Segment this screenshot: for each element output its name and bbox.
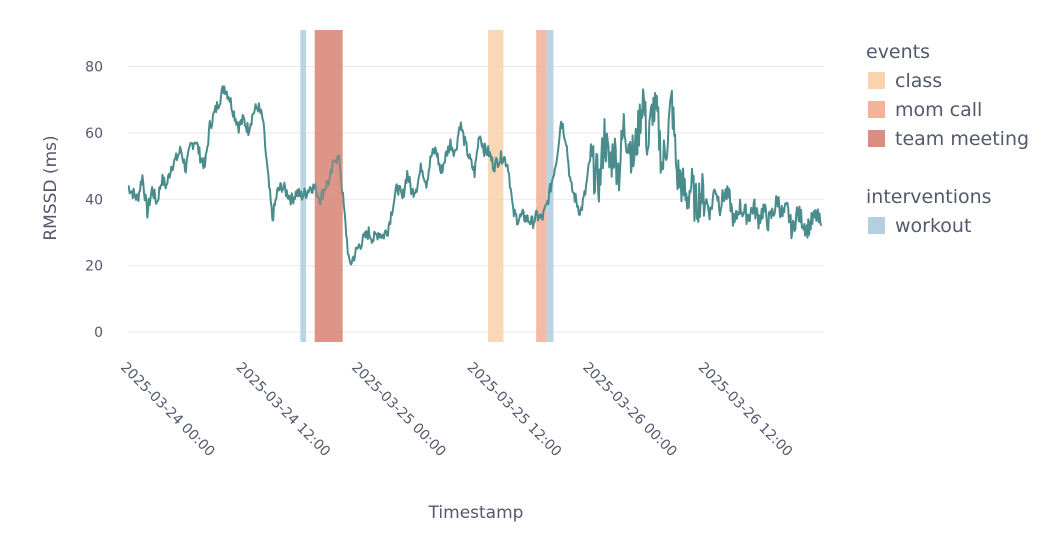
- y-tick-label: 20: [85, 259, 103, 275]
- x-tick-label: 2025-03-25 00:00: [348, 360, 449, 461]
- x-tick-label: 2025-03-24 00:00: [117, 360, 218, 461]
- y-tick-label: 0: [94, 325, 103, 341]
- y-tick-label: 60: [85, 126, 103, 142]
- y-axis-ticks: 0 20 40 60 80: [85, 60, 103, 342]
- x-tick-label: 2025-03-26 00:00: [579, 360, 680, 461]
- y-axis-title: RMSSD (ms): [41, 135, 61, 240]
- y-tick-label: 80: [85, 60, 103, 76]
- x-axis-title: Timestamp: [428, 503, 524, 523]
- x-tick-label: 2025-03-24 12:00: [233, 360, 334, 461]
- y-tick-label: 40: [85, 192, 103, 208]
- legend-item-label: workout: [895, 215, 971, 237]
- legend-item-label: class: [895, 70, 942, 92]
- event-band-mom-call: [536, 30, 547, 342]
- legend-swatch: [868, 72, 885, 89]
- legend-group-title: interventions: [866, 186, 992, 208]
- overlay-bands: [314, 30, 343, 342]
- data-line-layer: [127, 85, 823, 266]
- legend-group-title: events: [866, 41, 930, 63]
- x-tick-label: 2025-03-26 12:00: [695, 360, 796, 461]
- legend-swatch: [868, 101, 885, 118]
- legend-swatch: [868, 217, 885, 234]
- x-axis-ticks: 2025-03-24 00:00 2025-03-24 12:00 2025-03-…: [117, 360, 795, 461]
- event-band-class: [488, 30, 504, 342]
- intervention-band-workout: [300, 30, 307, 342]
- legend-item-label: team meeting: [895, 128, 1029, 150]
- legend-swatch: [868, 130, 885, 147]
- rmssd-series-line: [127, 85, 823, 266]
- x-tick-label: 2025-03-25 12:00: [464, 360, 565, 461]
- gridlines: [128, 66, 824, 333]
- event-band-overlay: [314, 30, 343, 342]
- legend-item-label: mom call: [895, 99, 982, 121]
- legend: events class mom call team meeting intervent…: [866, 41, 1029, 237]
